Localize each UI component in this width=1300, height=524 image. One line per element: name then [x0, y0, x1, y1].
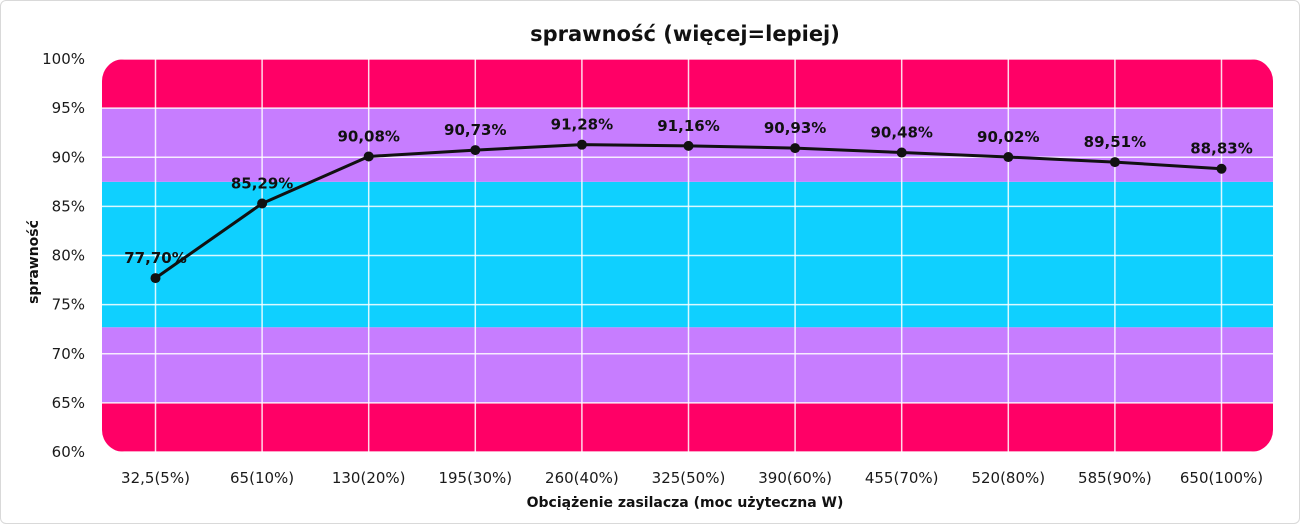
- y-tick-label: 100%: [42, 50, 85, 68]
- data-label: 88,83%: [1190, 140, 1252, 158]
- y-tick-label: 70%: [52, 345, 85, 363]
- data-point: [683, 140, 694, 151]
- x-tick-label: 32,5(5%): [121, 469, 190, 487]
- data-label: 90,93%: [764, 119, 826, 137]
- data-point: [1109, 157, 1120, 168]
- chart-title: sprawność (więcej=lepiej): [530, 22, 840, 46]
- band-2: [102, 181, 1273, 328]
- data-point: [790, 143, 801, 154]
- data-point: [363, 151, 374, 162]
- data-label: 77,70%: [124, 249, 186, 267]
- series-efficiency: 77,70% 85,29% 90,08% 90,73% 91,28% 91,16% 90,9…: [124, 116, 1253, 284]
- data-point: [257, 198, 268, 209]
- x-tick-label: 390(60%): [758, 469, 832, 487]
- y-tick-label: 95%: [52, 99, 85, 117]
- band-0: [102, 402, 1273, 452]
- x-tick-label: 325(50%): [652, 469, 726, 487]
- data-point: [576, 139, 587, 150]
- y-tick-label: 60%: [52, 443, 85, 461]
- x-tick-label: 260(40%): [545, 469, 619, 487]
- y-tick-label: 65%: [52, 394, 85, 412]
- y-axis-ticks: 60% 65% 70% 75% 80% 85% 90% 95% 100%: [42, 50, 85, 461]
- x-axis-ticks: 32,5(5%) 65(10%) 130(20%) 195(30%) 260(40%) 3…: [121, 469, 1263, 487]
- x-tick-label: 520(80%): [971, 469, 1045, 487]
- x-tick-label: 455(70%): [865, 469, 939, 487]
- band-4: [102, 59, 1273, 109]
- x-tick-label: 130(20%): [332, 469, 406, 487]
- data-point: [150, 273, 161, 284]
- x-tick-label: 585(90%): [1078, 469, 1152, 487]
- data-label: 85,29%: [231, 175, 293, 193]
- data-label: 90,73%: [444, 121, 506, 139]
- data-label: 91,28%: [551, 116, 613, 134]
- data-point: [1216, 163, 1227, 174]
- x-axis-label: Obciążenie zasilacza (moc użyteczna W): [527, 495, 844, 511]
- x-tick-label: 195(30%): [438, 469, 512, 487]
- band-1: [102, 327, 1273, 403]
- data-point: [896, 147, 907, 158]
- x-tick-label: 650(100%): [1180, 469, 1263, 487]
- data-label: 90,02%: [977, 128, 1039, 146]
- data-label: 90,08%: [337, 127, 399, 145]
- gridlines: [102, 59, 1273, 452]
- data-point: [470, 145, 481, 156]
- y-axis-label: sprawność: [26, 220, 42, 304]
- y-tick-label: 85%: [52, 197, 85, 215]
- data-label: 91,16%: [657, 117, 719, 135]
- y-tick-label: 75%: [52, 296, 85, 314]
- y-tick-label: 80%: [52, 247, 85, 265]
- y-tick-label: 90%: [52, 148, 85, 166]
- x-tick-label: 65(10%): [230, 469, 294, 487]
- data-point: [1003, 152, 1014, 163]
- data-label: 90,48%: [870, 124, 932, 142]
- data-label: 89,51%: [1084, 133, 1146, 151]
